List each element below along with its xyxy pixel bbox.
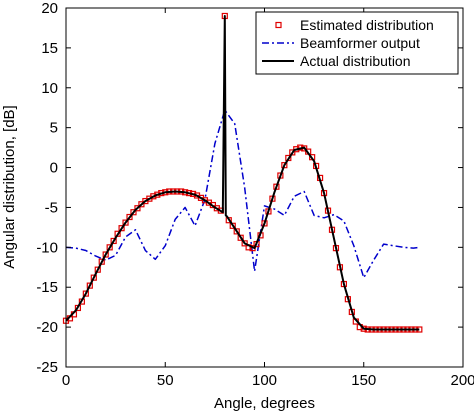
ticks-layer: 0 50 100 150 200 -25 -20 -15 -10 -5 0 5 10 15 20 <box>36 0 474 389</box>
estimated-distribution-point <box>82 290 89 297</box>
estimated-distribution-point <box>138 201 145 208</box>
x-tick-label: 50 <box>157 372 174 389</box>
y-tick-label: -15 <box>36 279 58 296</box>
legend-entry-actual: Actual distribution <box>262 53 411 69</box>
legend-label: Actual distribution <box>300 53 411 69</box>
y-tick-label: -25 <box>36 359 58 376</box>
legend-box <box>255 11 459 75</box>
estimated-distribution-point <box>237 234 244 241</box>
y-tick-label: 0 <box>50 160 58 177</box>
legend-entry-beamformer: Beamformer output <box>262 35 420 51</box>
x-axis-label: Angle, degrees <box>214 395 315 412</box>
y-tick-label: -5 <box>45 199 58 216</box>
legend: Estimated distribution Beamformer output A… <box>255 11 459 75</box>
estimated-distribution-point <box>86 282 93 289</box>
y-tick-label: 5 <box>50 120 58 137</box>
estimated-distribution-point <box>289 149 296 156</box>
estimated-distribution-point <box>110 237 117 245</box>
y-axis-label: Angular distribution, [dB] <box>1 105 18 268</box>
x-tick-label: 150 <box>351 372 376 389</box>
y-tick-label: 10 <box>41 80 58 97</box>
estimated-distribution-point <box>130 209 137 216</box>
x-tick-label: 100 <box>252 372 277 389</box>
estimated-distribution-point <box>134 205 141 212</box>
x-tick-label: 0 <box>62 372 70 389</box>
beamformer-output-line <box>65 109 420 279</box>
legend-swatch-marker <box>275 21 282 29</box>
legend-label: Estimated distribution <box>300 17 434 33</box>
estimated-distribution-point <box>118 225 125 232</box>
y-tick-label: -20 <box>36 319 58 336</box>
y-tick-label: 20 <box>41 0 58 17</box>
x-tick-label: 200 <box>450 372 474 389</box>
y-tick-label: 15 <box>41 40 58 57</box>
estimated-distribution-point <box>102 251 109 258</box>
estimated-distribution-point <box>94 266 101 273</box>
estimated-distribution-point <box>233 228 240 235</box>
estimated-distribution-point <box>126 213 133 221</box>
estimated-distribution-point <box>229 222 236 229</box>
actual-distribution-line <box>65 14 420 331</box>
estimated-distribution-point <box>122 219 129 226</box>
estimated-distribution-point <box>241 240 248 247</box>
legend-entry-estimated: Estimated distribution <box>275 17 434 33</box>
y-tick-label: -10 <box>36 239 58 256</box>
series-layer <box>62 12 423 333</box>
legend-label: Beamformer output <box>300 35 420 51</box>
estimated-distribution-point <box>106 244 113 251</box>
estimated-distribution-point <box>90 274 97 281</box>
